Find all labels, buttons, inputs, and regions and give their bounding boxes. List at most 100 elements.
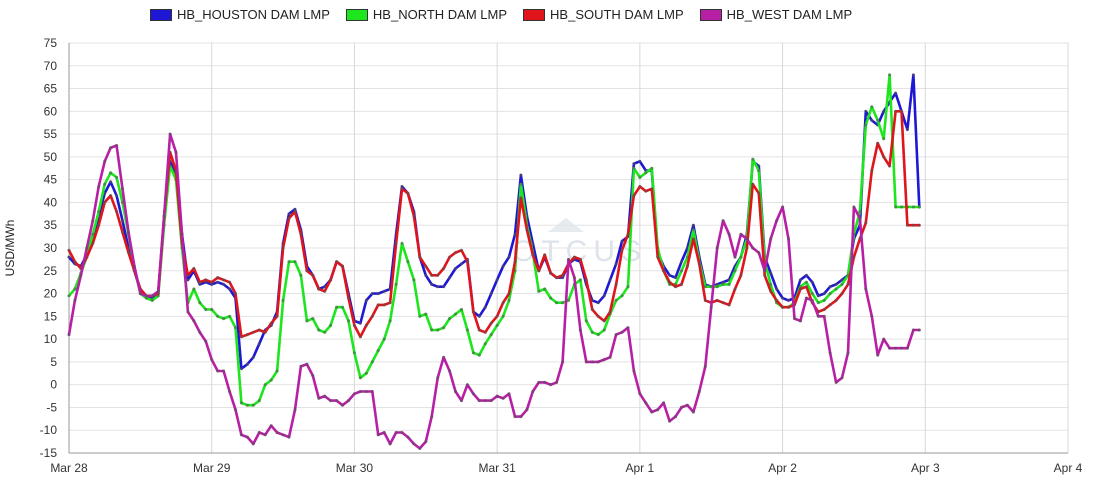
series-1-point: [228, 287, 232, 291]
series-2-point: [483, 342, 487, 346]
series-4-point: [465, 383, 469, 387]
series-4-point: [162, 214, 166, 218]
series-4-point: [109, 146, 113, 150]
legend-item[interactable]: HB_NORTH DAM LMP: [345, 7, 507, 22]
series-1-point: [495, 278, 499, 282]
series-4-point: [911, 328, 916, 332]
series-3-point: [608, 310, 612, 314]
series-2-point: [757, 169, 761, 173]
series-1-point: [459, 262, 464, 266]
series-3-point: [733, 287, 737, 291]
legend-item[interactable]: HB_WEST DAM LMP: [699, 7, 852, 22]
series-1-point: [257, 342, 261, 346]
series-4-point: [150, 294, 154, 298]
legend-label: HB_HOUSTON DAM LMP: [177, 7, 330, 22]
series-1-point: [370, 292, 374, 296]
series-2-point: [263, 383, 267, 387]
series-1-point: [816, 294, 820, 298]
series-3-point: [483, 330, 487, 334]
x-tick-label: Mar 29: [193, 461, 231, 475]
legend-label: HB_SOUTH DAM LMP: [550, 7, 684, 22]
series-3-point: [769, 289, 773, 293]
series-3-point: [251, 330, 255, 334]
legend-swatch: [150, 8, 172, 21]
series-1-point: [620, 239, 624, 243]
series-4-point: [816, 314, 820, 318]
series-3-point: [293, 210, 297, 214]
series-line-2: [67, 73, 921, 407]
legend-item[interactable]: HB_SOUTH DAM LMP: [523, 7, 684, 22]
series-1-point: [864, 109, 868, 113]
series-2-point: [91, 232, 95, 236]
series-4-point: [608, 355, 612, 359]
series-3-point: [245, 333, 249, 337]
series-3-point: [543, 253, 547, 257]
series-1-point: [882, 109, 886, 113]
series-2-point: [299, 273, 303, 277]
series-3-point: [115, 210, 119, 214]
series-2-point: [317, 328, 321, 332]
series-1-point: [810, 280, 814, 284]
series-1-point: [382, 289, 386, 293]
legend: HB_HOUSTON DAM LMP HB_NORTH DAM LMP HB_SOU…: [150, 7, 852, 22]
series-1-point: [608, 278, 612, 282]
series-2-point: [471, 351, 475, 355]
series-3-point: [864, 221, 868, 225]
series-2-point: [537, 289, 541, 293]
series-3-point: [275, 314, 279, 318]
series-4-point: [870, 314, 874, 318]
series-4-point: [882, 337, 886, 341]
series-3-point: [798, 287, 803, 291]
series-1-point: [358, 321, 362, 325]
series-1-point: [442, 285, 446, 289]
series-2-point: [442, 326, 446, 330]
series-4-point: [685, 403, 690, 407]
series-2-point: [870, 105, 874, 109]
series-1-point: [198, 282, 202, 286]
series-2-point: [555, 301, 559, 305]
series-4-point: [471, 392, 475, 396]
series-3-point: [751, 182, 755, 186]
series-4-point: [632, 369, 636, 373]
series-line-4: [67, 132, 921, 450]
series-4-point: [840, 376, 844, 380]
series-4-point: [650, 410, 654, 414]
series-3-point: [804, 285, 809, 289]
series-2-point: [329, 323, 333, 327]
series-4-point: [798, 319, 803, 323]
series-3-point: [834, 298, 838, 302]
series-4-point: [751, 246, 755, 250]
series-3-point: [120, 230, 125, 234]
series-4-point: [459, 399, 464, 403]
series-3-point: [501, 301, 505, 305]
series-3-point: [578, 257, 583, 261]
series-4-point: [281, 433, 285, 437]
x-tick-label: Mar 30: [336, 461, 374, 475]
x-tick-label: Apr 4: [1054, 461, 1083, 475]
series-1-point: [786, 298, 791, 302]
legend-item[interactable]: HB_HOUSTON DAM LMP: [150, 7, 330, 22]
series-2-point: [650, 166, 654, 170]
series-4-point: [364, 389, 368, 394]
series-2-point: [222, 317, 226, 321]
series-2-point: [459, 307, 464, 312]
series-1-point: [109, 180, 113, 184]
series-2-point: [578, 278, 583, 282]
series-3-point: [228, 280, 232, 284]
series-4-point: [257, 430, 261, 435]
series-3-point: [329, 278, 333, 282]
series-1-point: [424, 273, 428, 277]
series-1-point: [894, 91, 898, 95]
series-2-point: [412, 278, 416, 282]
series-3-point: [91, 241, 95, 245]
series-4-point: [858, 216, 862, 220]
series-2-point: [590, 330, 594, 334]
series-4-point: [786, 237, 791, 241]
series-2-point: [561, 301, 565, 305]
y-tick-label: 75: [44, 36, 58, 50]
y-tick-label: -10: [40, 423, 58, 437]
series-2-point: [453, 312, 458, 316]
series-1-point: [691, 223, 696, 227]
series-4-point: [864, 287, 868, 291]
series-3-point: [233, 292, 238, 296]
